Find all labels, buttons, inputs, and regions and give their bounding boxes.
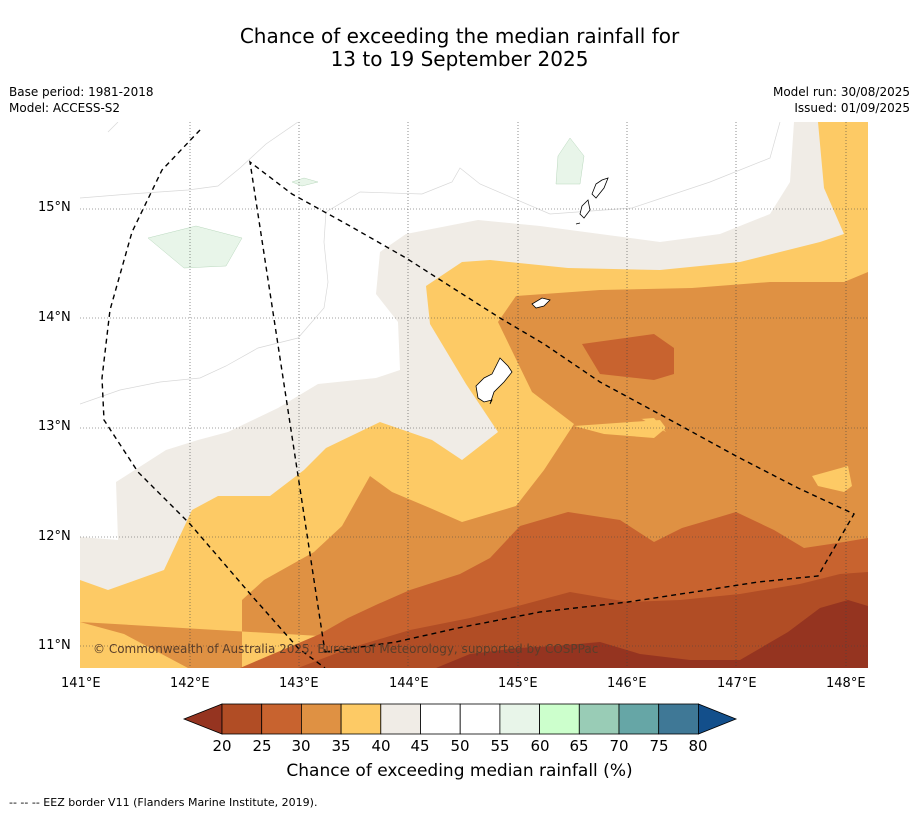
colorbar-label-40: 40	[371, 737, 391, 755]
colorbar	[182, 703, 738, 735]
rota-island	[531, 297, 551, 309]
colorbar-seg-60-65	[539, 703, 580, 735]
colorbar-seg-75-80	[658, 703, 699, 735]
colorbar-label-75: 75	[649, 737, 669, 755]
zone-25-30-north	[582, 334, 674, 380]
lon-label-148: 148°E	[826, 676, 866, 691]
colorbar-seg-25-30	[261, 703, 302, 735]
colorbar-title: Chance of exceeding median rainfall (%)	[286, 761, 633, 781]
lon-label-147: 147°E	[717, 676, 757, 691]
zone-55-60-patch-north	[555, 137, 585, 185]
copyright-text: © Commonwealth of Australia 2025, Bureau…	[93, 642, 598, 656]
zone-below-20	[436, 600, 868, 668]
colorbar-seg-40-45	[380, 703, 421, 735]
issued-label: Issued: 01/09/2025	[794, 101, 910, 115]
aguijan-island	[575, 222, 581, 225]
colorbar-seg-35-40	[340, 703, 382, 735]
colorbar-label-35: 35	[331, 737, 351, 755]
model-label: Model: ACCESS-S2	[9, 101, 121, 115]
zone-55-60-patch-west	[147, 225, 243, 269]
colorbar-label-25: 25	[252, 737, 272, 755]
colorbar-extend-low	[182, 703, 223, 735]
lat-label-15: 15°N	[38, 200, 71, 215]
colorbar-label-55: 55	[490, 737, 510, 755]
map-title-line1: Chance of exceeding the median rainfall …	[239, 24, 680, 48]
lon-label-141: 141°E	[61, 676, 101, 691]
zone-20-25	[298, 572, 868, 668]
colorbar-seg-30-35	[301, 703, 342, 735]
colorbar-label-80: 80	[688, 737, 708, 755]
colorbar-extend-high	[698, 703, 738, 735]
graticule	[80, 122, 868, 668]
zone-55-60-patch-small	[291, 177, 319, 187]
colorbar-label-30: 30	[291, 737, 311, 755]
lat-label-12: 12°N	[38, 529, 71, 544]
colorbar-seg-20-25	[221, 703, 263, 735]
colorbar-seg-65-70	[578, 703, 620, 735]
rainfall-map: © Commonwealth of Australia 2025, Bureau…	[80, 122, 868, 668]
lat-label-11: 11°N	[38, 638, 71, 653]
colorbar-seg-50-55	[459, 703, 501, 735]
tinian-island	[579, 199, 591, 219]
lon-label-145: 145°E	[498, 676, 538, 691]
saipan-island	[591, 177, 609, 199]
colorbar-label-45: 45	[410, 737, 430, 755]
colorbar-label-20: 20	[212, 737, 232, 755]
eez-border	[101, 129, 855, 668]
model-run-label: Model run: 30/08/2025	[772, 85, 910, 99]
colorbar-label-60: 60	[530, 737, 550, 755]
lon-label-142: 142°E	[170, 676, 210, 691]
map-title-line2: 13 to 19 September 2025	[330, 47, 589, 71]
colorbar-seg-70-75	[618, 703, 660, 735]
zone-35-40-patch-1	[574, 420, 666, 438]
guam-island	[475, 357, 513, 405]
eez-footnote: -- -- -- EEZ border V11 (Flanders Marine…	[9, 796, 318, 809]
lat-label-13: 13°N	[38, 419, 71, 434]
colorbar-label-50: 50	[450, 737, 470, 755]
lon-label-146: 146°E	[607, 676, 647, 691]
lat-label-14: 14°N	[38, 310, 71, 325]
colorbar-seg-45-50	[420, 703, 461, 735]
lon-label-144: 144°E	[389, 676, 429, 691]
colorbar-seg-55-60	[499, 703, 540, 735]
zone-35-40-patch-2	[812, 466, 852, 492]
colorbar-label-65: 65	[569, 737, 589, 755]
lon-label-143: 143°E	[279, 676, 319, 691]
base-period-label: Base period: 1981-2018	[9, 85, 154, 99]
colorbar-label-70: 70	[609, 737, 629, 755]
